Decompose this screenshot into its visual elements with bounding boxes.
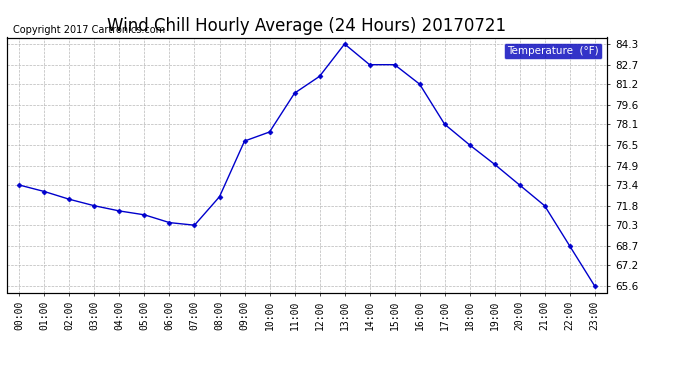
Legend: Temperature  (°F): Temperature (°F): [504, 43, 602, 59]
Title: Wind Chill Hourly Average (24 Hours) 20170721: Wind Chill Hourly Average (24 Hours) 201…: [108, 16, 506, 34]
Text: Copyright 2017 Cartronics.com: Copyright 2017 Cartronics.com: [13, 25, 165, 35]
